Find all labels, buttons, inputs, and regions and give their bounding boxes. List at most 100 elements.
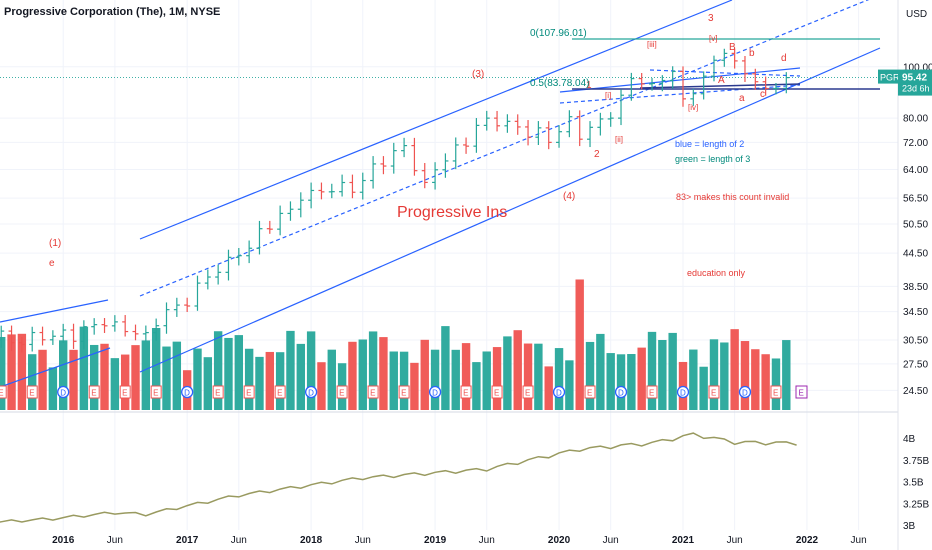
earnings-icon-letter: E [525,389,530,398]
dividend-icon-letter: D [308,389,314,398]
volume-bar [151,328,161,410]
dividend-icon-letter: D [184,389,190,398]
time-tick-label: 2016 [52,535,75,546]
earnings-icon-letter: E [339,389,344,398]
volume-bar [162,346,171,410]
revenue-tick-label: 3B [903,521,916,532]
volume-bar [575,279,584,410]
price-tick-label: 38.50 [903,282,928,293]
volume-bar [596,333,605,410]
earnings-icon-letter: E [587,389,592,398]
symbol-badge [878,69,898,84]
time-tick-label: Jun [231,535,247,546]
price-tick-label: 64.00 [903,165,928,176]
wave-annotations: Progressive Ins (1) e (3) (4) 1 2 3 [i] [ii] [iii]… [49,13,789,278]
time-tick-label: 2017 [176,535,199,546]
channel-mid [139,0,870,297]
time-tick-label: Jun [727,535,743,546]
volume-bar [348,341,357,410]
dividend-icon-letter: D [680,389,686,398]
volume-bar [317,362,326,410]
channel-upper [139,0,733,240]
volume-bar [441,326,450,410]
dividend-icon-letter: D [742,389,748,398]
volume-bar [534,343,543,410]
time-tick-label: 2020 [548,535,571,546]
annotation-label: [iv] [688,103,698,112]
last-price-value: 95.42 [902,73,927,84]
earnings-icon [212,385,224,399]
volume-bar [286,330,295,410]
volume-bar [740,341,750,410]
volume-bar [275,352,285,410]
dividend-icon [552,385,566,399]
volume-bar [48,367,58,410]
chart-title: Progressive Corporation (The), 1M, NYSE [4,6,220,18]
earnings-icon [398,385,410,399]
dividend-icon [738,385,752,399]
volume-bar [606,353,615,410]
annotation-label: [v] [709,34,717,43]
last-price-badge [898,69,932,96]
earnings-icon-letter: E [91,389,96,398]
bar-countdown: 23d 6h [902,84,930,94]
time-tick-label: 2018 [300,535,323,546]
annotation-label: education only [687,268,746,278]
annotation-label: e [49,258,55,269]
volume-bar [38,349,47,410]
volume-bar [368,331,378,410]
volume-bar [193,348,202,410]
dividend-icon-letter: D [432,389,438,398]
triangle-upper [559,67,801,93]
earnings-icon [26,385,38,399]
price-tick-label: 30.50 [903,336,928,347]
annotation-label: B [729,42,736,53]
volume-bar [472,362,481,410]
trend-channels [0,0,898,388]
annotation-label: blue = length of 2 [675,139,744,149]
volume-bar [399,351,409,410]
earnings-icon [150,385,162,399]
price-tick-label: 27.50 [903,359,928,370]
annotation-label: a [739,93,745,104]
volume-bar [110,358,120,410]
time-tick-label: Jun [355,535,371,546]
support-line [639,83,801,89]
volume-bar [244,348,254,410]
dividend-icon [304,385,318,399]
earnings-icon-letter: E [0,389,4,398]
price-tick-label: 44.50 [903,249,928,260]
volume-bar [668,332,677,410]
earnings-icon-letter: E [773,389,778,398]
time-tick-label: 2021 [672,535,695,546]
revenue-line [0,432,797,523]
time-tick-label: Jun [603,535,619,546]
volume-bar [782,340,791,410]
price-tick-label: 80.00 [903,114,928,125]
old-channel-lower [0,347,111,388]
annotation-label: (3) [472,69,484,80]
volume-bar [709,339,719,410]
volume-bars [0,279,791,410]
revenue-tick-label: 3.75B [903,456,929,467]
volume-bar [482,351,491,410]
dividend-icon [428,385,442,399]
volume-bar [503,336,512,410]
earnings-icon [88,385,100,399]
price-tick-label: 56.50 [903,194,928,205]
volume-bar [451,349,460,410]
time-tick-label: 2022 [796,535,819,546]
volume-bar [172,341,182,410]
volume-bar [69,349,78,410]
volume-bar [379,337,388,410]
time-tick-label: 2019 [424,535,447,546]
volume-bar [492,347,502,410]
earnings-icon-letter: E [153,389,158,398]
annotation-label: [i] [605,91,611,100]
earnings-icon-letter: E [122,389,127,398]
dividend-icon-letter: D [60,389,66,398]
currency-label: USD [906,9,927,20]
annotation-label: A [718,75,725,86]
volume-bar [79,326,89,410]
earnings-icon-letter: E [29,389,34,398]
